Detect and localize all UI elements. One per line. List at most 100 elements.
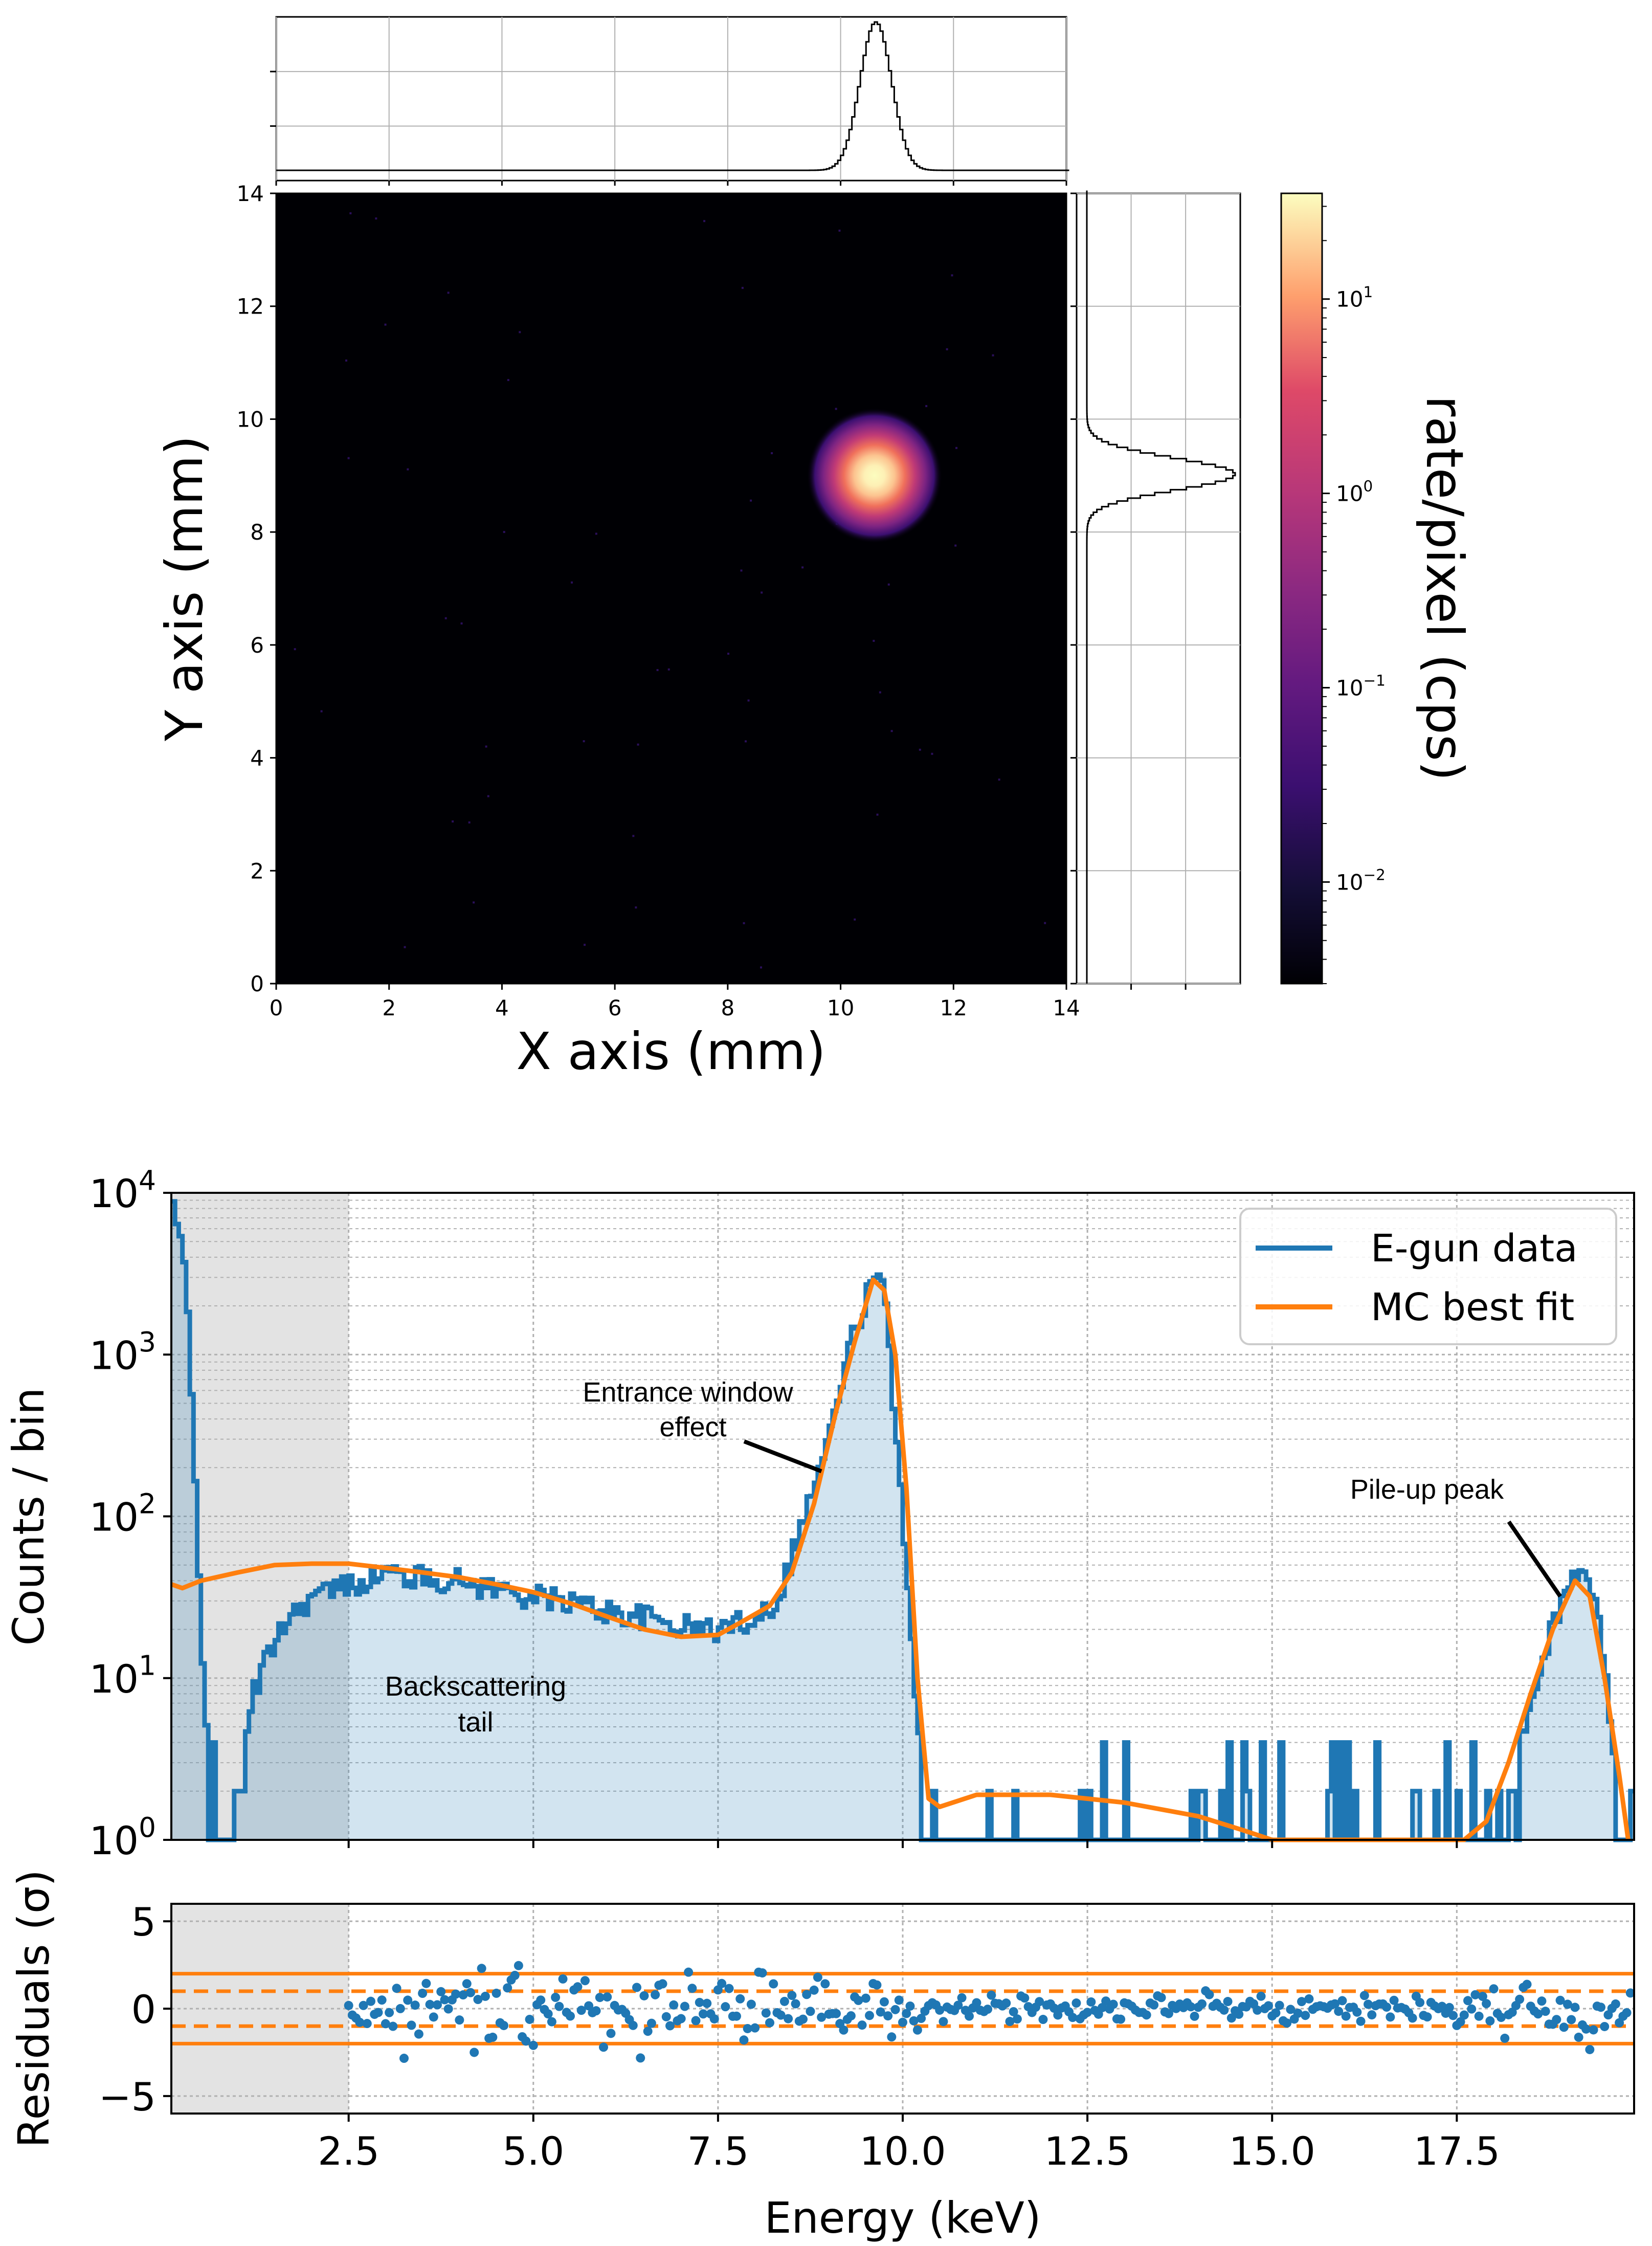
residual-point — [1485, 2016, 1495, 2026]
background-count-pixel — [584, 944, 586, 946]
background-count-pixel — [992, 354, 994, 357]
residual-point — [1552, 2015, 1561, 2025]
residual-point — [1053, 2010, 1063, 2020]
residual-point — [699, 2009, 708, 2019]
residual-point — [480, 1991, 490, 2001]
background-count-pixel — [761, 591, 763, 594]
residual-point — [1596, 2003, 1605, 2012]
residual-point — [477, 1964, 486, 1973]
residual-point — [746, 1999, 756, 2009]
residual-point — [1389, 1995, 1399, 2005]
residual-point — [750, 2023, 760, 2033]
residual-point — [1297, 1997, 1306, 2007]
residual-point — [643, 2027, 653, 2036]
residual-point — [1068, 2013, 1078, 2022]
residual-point — [809, 1985, 819, 1995]
tick-exponent: 1 — [1363, 283, 1373, 301]
background-count-pixel — [485, 745, 487, 748]
residual-point — [861, 1993, 870, 2003]
residual-point — [1382, 2002, 1392, 2012]
residual-point — [521, 2036, 531, 2046]
tick-base: 10 — [1336, 287, 1363, 312]
residual-point — [473, 1995, 483, 2005]
background-count-pixel — [519, 331, 521, 333]
background-count-pixel — [835, 408, 837, 410]
residual-point — [1563, 1999, 1572, 2009]
residual-point — [1304, 1994, 1314, 2004]
residual-point — [1437, 2002, 1447, 2011]
annotation-entrance-line1: Entrance window — [583, 1377, 793, 1408]
y-tick-label: 101 — [89, 1650, 156, 1702]
residual-point — [1226, 2013, 1236, 2023]
residual-point — [1286, 2005, 1296, 2014]
background-count-pixel — [349, 212, 352, 214]
background-count-pixel — [854, 918, 856, 921]
residual-point — [470, 2048, 479, 2057]
colorbar-tick-label: 10−2 — [1336, 866, 1386, 895]
residual-point — [554, 2002, 564, 2011]
residual-point — [1108, 1999, 1118, 2009]
background-count-pixel — [1044, 922, 1046, 924]
x-tick-label: 7.5 — [687, 2128, 749, 2174]
residual-point — [1489, 1984, 1499, 1994]
residual-point — [1086, 1997, 1096, 2007]
residual-point — [1101, 1996, 1111, 2006]
x-tick-label: 2.5 — [318, 2128, 379, 2174]
x-tick-label: 14 — [1053, 995, 1080, 1020]
residual-point — [1356, 2016, 1366, 2026]
residual-point — [551, 1992, 561, 2002]
residual-point — [732, 2011, 741, 2021]
x-tick-label: 10.0 — [859, 2128, 946, 2174]
residual-point — [917, 2014, 926, 2023]
y-tick-label: 102 — [89, 1488, 156, 1540]
residual-point — [451, 1989, 461, 1999]
residual-point — [1301, 2011, 1310, 2020]
colorbar-tick-label: 10−1 — [1336, 672, 1386, 701]
background-count-pixel — [750, 499, 752, 502]
background-count-pixel — [954, 544, 957, 547]
tick-base: 10 — [89, 1171, 139, 1216]
residual-point — [651, 1990, 660, 1999]
residual-point — [639, 1991, 649, 2000]
residual-point — [846, 2011, 856, 2020]
residual-point — [787, 1991, 797, 2000]
background-count-pixel — [595, 532, 597, 535]
residual-point — [525, 2014, 534, 2024]
legend-entry-egun: E-gun data — [1371, 1227, 1577, 1271]
residual-point — [983, 2005, 993, 2014]
y-tick-label: 6 — [250, 633, 264, 658]
residual-point — [646, 2018, 656, 2028]
y-tick-label: 12 — [237, 294, 264, 319]
residual-point — [1264, 2001, 1273, 2011]
residual-point — [813, 1972, 822, 1982]
background-count-pixel — [347, 457, 350, 459]
residual-point — [1559, 2022, 1569, 2032]
residual-point — [1020, 1993, 1030, 2003]
residual-point — [817, 2012, 827, 2022]
residual-point — [957, 1993, 967, 2003]
residual-point — [1035, 1997, 1044, 2007]
background-count-pixel — [452, 820, 454, 822]
x-tick-label: 6 — [608, 995, 622, 1020]
residual-point — [591, 2006, 601, 2016]
residual-point — [879, 1997, 889, 2007]
spectrum-x-ticks — [347, 1840, 1458, 1848]
x-tick-label: 2 — [382, 995, 396, 1020]
tick-base: 10 — [89, 1332, 139, 1378]
residual-point — [573, 1982, 583, 1992]
residual-point — [1474, 2011, 1484, 2021]
residual-point — [784, 2014, 793, 2023]
residual-point — [355, 2017, 365, 2027]
residual-point — [1625, 1988, 1635, 1998]
residual-point — [769, 1979, 778, 1989]
residual-point — [425, 1999, 435, 2009]
beam-spot — [807, 408, 943, 544]
annotation-entrance-window: Entrance window effect — [583, 1377, 822, 1474]
residual-point — [1463, 1996, 1472, 2006]
residual-point — [1386, 2012, 1395, 2022]
background-count-pixel — [460, 622, 463, 625]
residual-point — [1448, 2011, 1458, 2020]
residual-point — [1470, 1990, 1480, 1999]
